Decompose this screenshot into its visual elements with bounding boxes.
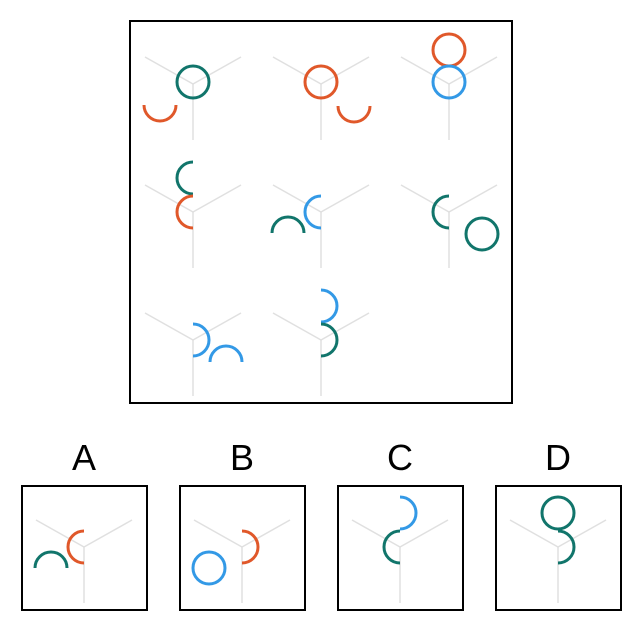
matrix-grid [142, 32, 500, 396]
answer-options: A B C D [21, 437, 622, 611]
matrix-frame [129, 20, 513, 404]
orange-circle [303, 64, 339, 100]
orange-arc-left [175, 194, 194, 230]
guide-line [400, 184, 450, 213]
teal-arc-left [175, 160, 194, 196]
teal-arc-top [33, 550, 69, 569]
option-frame [495, 485, 622, 611]
guide-line [144, 312, 194, 341]
guide-line [272, 312, 322, 341]
matrix-cell-r0-c2 [400, 32, 498, 140]
guide-line [509, 519, 559, 548]
blue-arc-right [399, 495, 418, 531]
orange-arc-right [241, 529, 260, 565]
matrix-cell-r1-c1 [270, 184, 370, 268]
matrix-cell-r1-c0 [144, 160, 242, 268]
option-b[interactable]: B [179, 437, 306, 611]
guide-line [448, 184, 498, 213]
option-d[interactable]: D [495, 437, 622, 611]
blue-arc-right [320, 288, 339, 324]
blue-circle [431, 64, 467, 100]
teal-circle [464, 216, 500, 252]
guide-line [193, 519, 243, 548]
teal-arc-right [557, 529, 576, 565]
matrix-cell-r2-c0 [144, 312, 244, 396]
guide-line [320, 312, 370, 341]
guide-line [448, 56, 498, 85]
guide-line [320, 56, 370, 85]
guide-line [400, 56, 450, 85]
option-frame [179, 485, 306, 611]
orange-arc-left [66, 529, 85, 565]
matrix-cell-r0-c1 [272, 56, 372, 140]
teal-arc-top [270, 215, 306, 234]
blue-arc-right [192, 322, 211, 358]
orange-arc-bottom [142, 104, 178, 123]
guide-line [144, 184, 194, 213]
guide-line [192, 184, 242, 213]
teal-arc-left [382, 529, 401, 565]
guide-line [192, 56, 242, 85]
guide-line [192, 312, 242, 341]
matrix-cell-r2-c1 [272, 288, 370, 396]
guide-line [272, 184, 322, 213]
guide-line [35, 519, 85, 548]
orange-arc-bottom [336, 105, 372, 124]
teal-circle [175, 64, 211, 100]
option-label: B [230, 437, 254, 478]
guide-line [83, 519, 133, 548]
option-frame [21, 485, 148, 611]
blue-arc-left [303, 194, 322, 230]
blue-arc-top [208, 344, 244, 363]
teal-circle [540, 495, 576, 531]
guide-line [241, 519, 291, 548]
matrix-cell-r1-c2 [400, 184, 500, 268]
guide-line [272, 56, 322, 85]
guide-line [399, 519, 449, 548]
option-label: D [545, 437, 571, 478]
option-label: C [387, 437, 413, 478]
guide-line [557, 519, 607, 548]
option-c[interactable]: C [337, 437, 464, 611]
teal-arc-left [431, 194, 450, 230]
guide-line [144, 56, 194, 85]
option-a[interactable]: A [21, 437, 148, 611]
guide-line [351, 519, 401, 548]
option-label: A [72, 437, 96, 478]
teal-arc-right [320, 322, 339, 358]
option-frame [337, 485, 464, 611]
guide-line [320, 184, 370, 213]
matrix-cell-r0-c0 [142, 56, 242, 140]
blue-circle [191, 550, 227, 586]
